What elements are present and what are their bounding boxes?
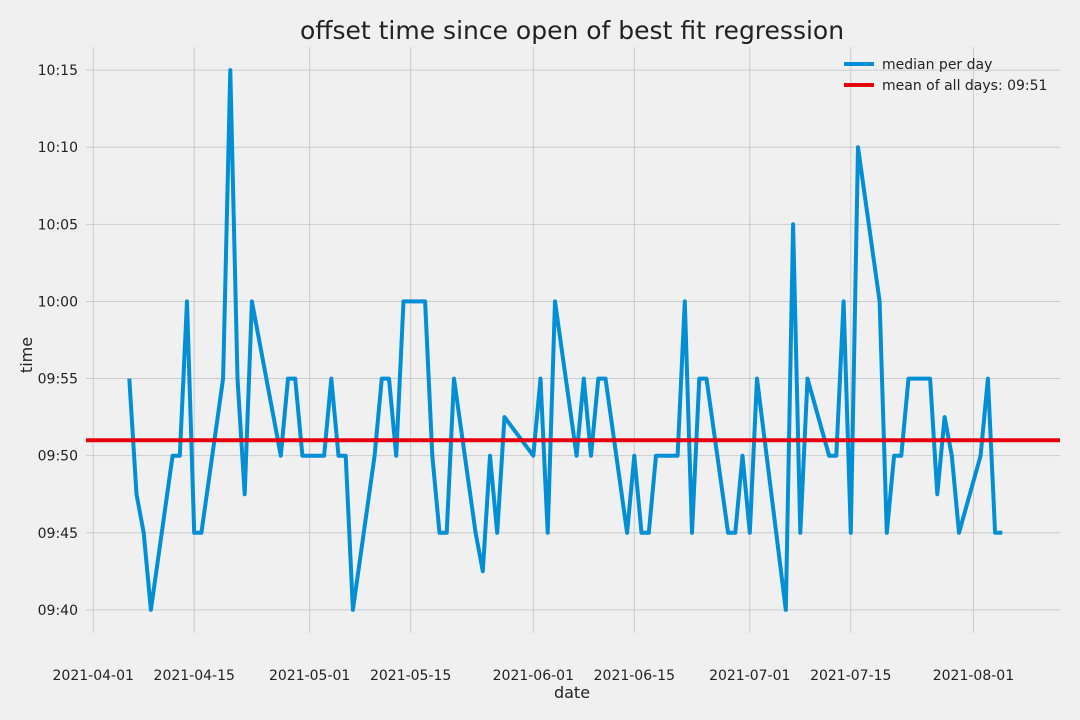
- x-tick-label: 2021-04-01: [53, 668, 134, 684]
- chart-title: offset time since open of best fit regre…: [300, 16, 844, 45]
- x-tick-label: 2021-06-15: [594, 668, 675, 684]
- x-tick-label: 2021-05-15: [370, 668, 451, 684]
- legend-label-mean: mean of all days: 09:51: [882, 78, 1047, 94]
- legend-label-median: median per day: [882, 57, 992, 73]
- y-tick-label: 09:45: [38, 526, 78, 542]
- x-tick-label: 2021-05-01: [269, 668, 350, 684]
- x-tick-label: 2021-07-15: [810, 668, 891, 684]
- series: [86, 68, 1060, 612]
- x-tick-label: 2021-07-01: [709, 668, 790, 684]
- plot-area: [86, 47, 1060, 633]
- legend: median per day mean of all days: 09:51: [844, 57, 1047, 94]
- grid: [86, 47, 1060, 633]
- y-tick-label: 10:15: [38, 63, 78, 79]
- y-tick-label: 09:40: [38, 603, 78, 619]
- series-line-median-per-day: [127, 68, 1003, 612]
- y-tick-label: 10:00: [38, 294, 78, 310]
- x-tick-label: 2021-04-15: [154, 668, 235, 684]
- y-tick-label: 09:55: [38, 372, 78, 388]
- y-axis-label: time: [17, 337, 36, 373]
- y-tick-label: 10:05: [38, 217, 78, 233]
- tick-labels: 2021-04-01 2021-04-15 2021-05-01 2021-05-15…: [38, 63, 1014, 684]
- y-tick-label: 10:10: [38, 140, 78, 156]
- x-tick-label: 2021-06-01: [493, 668, 574, 684]
- x-axis-label: date: [554, 683, 590, 702]
- y-tick-label: 09:50: [38, 449, 78, 465]
- x-tick-label: 2021-08-01: [933, 668, 1014, 684]
